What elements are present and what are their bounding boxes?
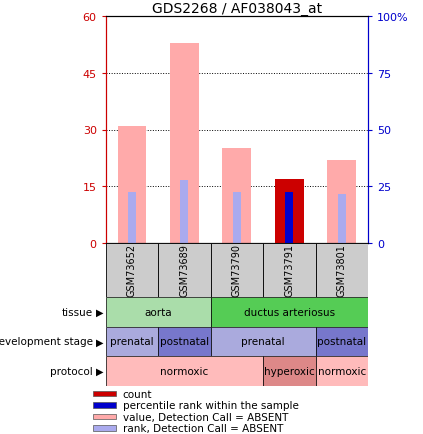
Title: GDS2268 / AF038043_at: GDS2268 / AF038043_at [152, 2, 322, 16]
Bar [275, 179, 304, 243]
Bar [233, 192, 241, 243]
Bar [286, 194, 293, 243]
Text: postnatal: postnatal [160, 337, 209, 346]
Bar [286, 192, 293, 243]
Text: GSM73689: GSM73689 [179, 244, 190, 296]
Text: ▶: ▶ [96, 307, 104, 317]
Text: GSM73790: GSM73790 [232, 244, 242, 296]
Text: rank, Detection Call = ABSENT: rank, Detection Call = ABSENT [123, 423, 283, 433]
Bar [93, 402, 116, 408]
Bar [158, 243, 211, 297]
Text: ductus arteriosus: ductus arteriosus [244, 307, 335, 317]
Text: GSM73801: GSM73801 [337, 244, 347, 296]
Bar [222, 149, 251, 243]
Bar [170, 44, 199, 243]
Bar [316, 356, 368, 386]
Text: aorta: aorta [144, 307, 172, 317]
Bar [106, 243, 158, 297]
Text: normoxic: normoxic [160, 366, 209, 376]
Text: percentile rank within the sample: percentile rank within the sample [123, 400, 299, 410]
Bar [93, 425, 116, 431]
Text: count: count [123, 389, 152, 399]
Bar [275, 179, 304, 243]
Bar [118, 126, 146, 243]
Bar [316, 327, 368, 356]
Bar [128, 192, 136, 243]
Bar [211, 243, 263, 297]
Text: normoxic: normoxic [318, 366, 366, 376]
Bar [211, 297, 368, 327]
Bar [316, 243, 368, 297]
Bar [181, 181, 188, 243]
Bar [211, 327, 316, 356]
Text: postnatal: postnatal [317, 337, 366, 346]
Bar [158, 327, 211, 356]
Bar [93, 414, 116, 420]
Text: value, Detection Call = ABSENT: value, Detection Call = ABSENT [123, 412, 288, 422]
Text: ▶: ▶ [96, 366, 104, 376]
Text: prenatal: prenatal [241, 337, 285, 346]
Text: hyperoxic: hyperoxic [264, 366, 315, 376]
Bar [263, 356, 316, 386]
Text: prenatal: prenatal [110, 337, 154, 346]
Bar [106, 297, 211, 327]
Text: GSM73652: GSM73652 [127, 243, 137, 297]
Text: tissue: tissue [62, 307, 93, 317]
Text: protocol: protocol [50, 366, 93, 376]
Text: development stage: development stage [0, 337, 93, 346]
Text: ▶: ▶ [96, 337, 104, 346]
Bar [263, 243, 316, 297]
Bar [327, 160, 356, 243]
Bar [106, 356, 263, 386]
Bar [338, 194, 346, 243]
Bar [106, 327, 158, 356]
Text: GSM73791: GSM73791 [284, 244, 294, 296]
Bar [93, 391, 116, 397]
